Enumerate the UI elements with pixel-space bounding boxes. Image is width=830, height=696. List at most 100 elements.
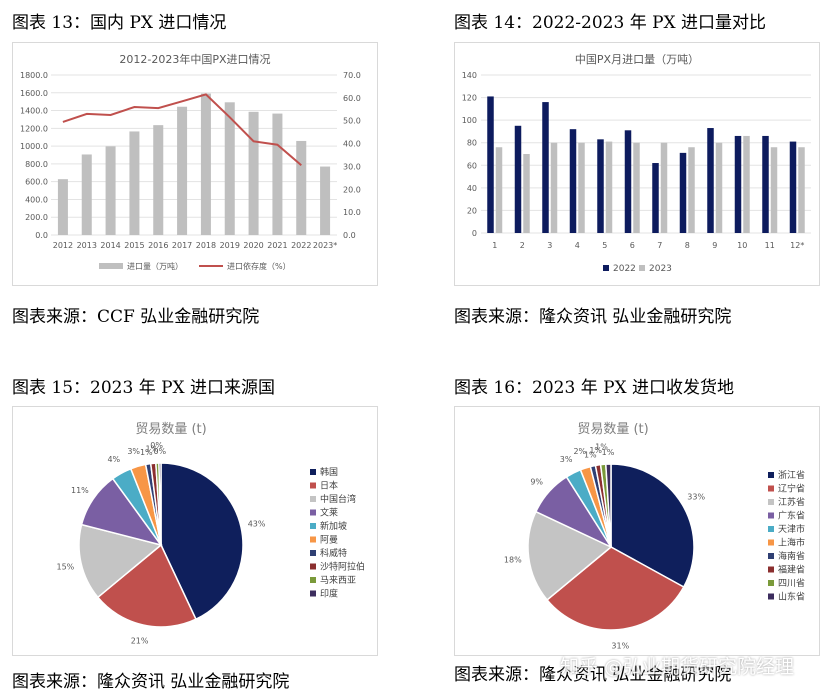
legend-swatch <box>768 539 774 546</box>
bar-import-volume <box>248 111 259 235</box>
bar-2022 <box>762 135 769 233</box>
legend-label: 沙特阿拉伯 <box>320 561 365 573</box>
legend-label: 中国台湾 <box>320 493 356 505</box>
bar-import-volume <box>105 146 116 235</box>
bar-2023 <box>578 142 585 233</box>
bar-2023 <box>715 142 723 233</box>
slice-label: 3% <box>560 455 573 464</box>
y-tick-label: 120 <box>462 94 477 103</box>
x-tick-label: 2015 <box>124 241 144 250</box>
import-history-chart: 2012-2023年中国PX进口情况 0.0 200.0 400.0 600.0 800.… <box>20 52 361 271</box>
chart-13-panel: 2012-2023年中国PX进口情况 0.0 200.0 400.0 600.0 800.… <box>12 42 378 286</box>
figure-15-source: 图表来源：隆众资讯 弘业金融研究院 <box>12 672 290 692</box>
legend-label: 上海市 <box>778 537 805 549</box>
legend-swatch-2023 <box>639 265 645 271</box>
legend-swatch <box>310 482 316 489</box>
legend-label: 广东省 <box>778 510 805 522</box>
legend-swatch <box>310 523 316 529</box>
y2-tick-label: 30.0 <box>343 162 361 171</box>
legend-label: 科威特 <box>320 547 347 559</box>
slice-label: 31% <box>611 642 629 651</box>
chart-14-panel: 中国PX月进口量（万吨） 0 20 40 60 80 100 120 140 1 2 3 4 5 6 7 8 9 1… <box>454 42 820 286</box>
bar-2023 <box>605 141 613 233</box>
y-tick-label: 1800.0 <box>20 71 48 80</box>
x-tick-label: 2 <box>520 241 525 250</box>
legend-label: 进口依存度（%） <box>227 261 291 271</box>
legend-swatch <box>310 590 316 597</box>
bar-2023 <box>688 147 695 233</box>
legend-swatch <box>768 512 774 519</box>
bar-import-volume <box>272 113 283 235</box>
bar-2022 <box>652 163 659 233</box>
y2-tick-label: 0.0 <box>343 231 356 240</box>
y2-tick-label: 50.0 <box>343 117 361 126</box>
figure-15-heading: 图表 15：2023 年 PX 进口来源国 <box>12 378 276 398</box>
legend-swatch <box>768 526 774 532</box>
slice-label: 0% <box>153 447 166 456</box>
monthly-import-chart: 中国PX月进口量（万吨） 0 20 40 60 80 100 120 140 1 2 3 4 5 6 7 8 9 1… <box>462 53 811 274</box>
bar-2022 <box>679 152 687 233</box>
y2-tick-label: 40.0 <box>343 140 361 149</box>
pie-slice-1 <box>545 546 685 631</box>
y-tick-label: 800.0 <box>25 160 48 169</box>
bar-2022 <box>624 130 632 233</box>
pie-slice-0 <box>610 463 695 589</box>
y-tick-label: 20 <box>467 206 477 215</box>
bar-2022 <box>789 141 797 233</box>
figure-16-heading: 图表 16：2023 年 PX 进口收发货地 <box>454 378 735 398</box>
slice-label: 3% <box>127 447 140 456</box>
legend-swatch <box>310 509 316 516</box>
bar-import-volume <box>224 102 235 236</box>
legend-label: 韩国 <box>320 466 338 478</box>
y-tick-label: 60 <box>467 161 477 170</box>
y-tick-label: 0 <box>472 229 477 238</box>
pie-slice-2 <box>78 523 163 599</box>
bar-2023 <box>743 135 750 233</box>
legend-label: 山东省 <box>778 591 805 603</box>
slice-label: 18% <box>504 555 522 564</box>
x-tick-label: 5 <box>602 241 607 250</box>
bar-2023 <box>495 147 503 233</box>
figure-16-source: 图表来源：隆众资讯 弘业金融研究院 <box>454 665 732 685</box>
bar-2022 <box>597 139 604 233</box>
chart-title: 中国PX月进口量（万吨） <box>575 53 699 66</box>
legend-label: 日本 <box>320 480 338 492</box>
y-tick-label: 40 <box>467 184 477 193</box>
y-tick-label: 1000.0 <box>20 142 48 151</box>
x-tick-label: 4 <box>575 241 580 250</box>
legend-label: 2023 <box>649 264 672 274</box>
bar-import-volume <box>81 154 92 235</box>
chart-title: 贸易数量 (t) <box>135 422 206 437</box>
x-tick-label: 2013 <box>77 241 97 250</box>
x-tick-label: 2016 <box>148 241 168 250</box>
bar-2023 <box>770 147 778 233</box>
legend-label: 印度 <box>320 588 338 600</box>
x-tick-label: 8 <box>685 241 690 250</box>
legend-swatch <box>768 485 774 492</box>
figure-13-source: 图表来源：CCF 弘业金融研究院 <box>12 307 260 327</box>
import-source-pie: 贸易数量 (t)43%21%15%11%4%3% 1%1%0%0%韩国日本中国台湾… <box>57 422 366 646</box>
bar-import-volume <box>200 93 211 235</box>
legend-label: 福建省 <box>778 564 805 576</box>
bar-import-volume <box>296 140 307 235</box>
line-dependency-rate <box>62 93 302 167</box>
bar-2022 <box>514 125 522 233</box>
y-tick-label: 100 <box>462 116 477 125</box>
x-tick-label: 12* <box>790 241 804 250</box>
bar-2023 <box>523 154 530 233</box>
bar-2023 <box>798 147 805 233</box>
figure-14-heading: 图表 14：2022-2023 年 PX 进口量对比 <box>454 13 767 33</box>
legend-swatch <box>310 496 316 502</box>
x-tick-label: 1 <box>492 241 497 250</box>
legend-label: 辽宁省 <box>778 483 805 495</box>
slice-label: 1% <box>584 450 597 459</box>
y-tick-label: 1600.0 <box>20 89 48 98</box>
bar-import-volume <box>320 166 331 235</box>
pie-slice-2 <box>527 510 613 601</box>
legend-swatch <box>768 499 774 505</box>
bar-import-volume <box>177 106 188 235</box>
y2-tick-label: 10.0 <box>343 208 361 217</box>
y-tick-label: 600.0 <box>25 178 48 187</box>
legend-swatch <box>768 472 774 478</box>
x-tick-label: 2018 <box>196 241 216 250</box>
